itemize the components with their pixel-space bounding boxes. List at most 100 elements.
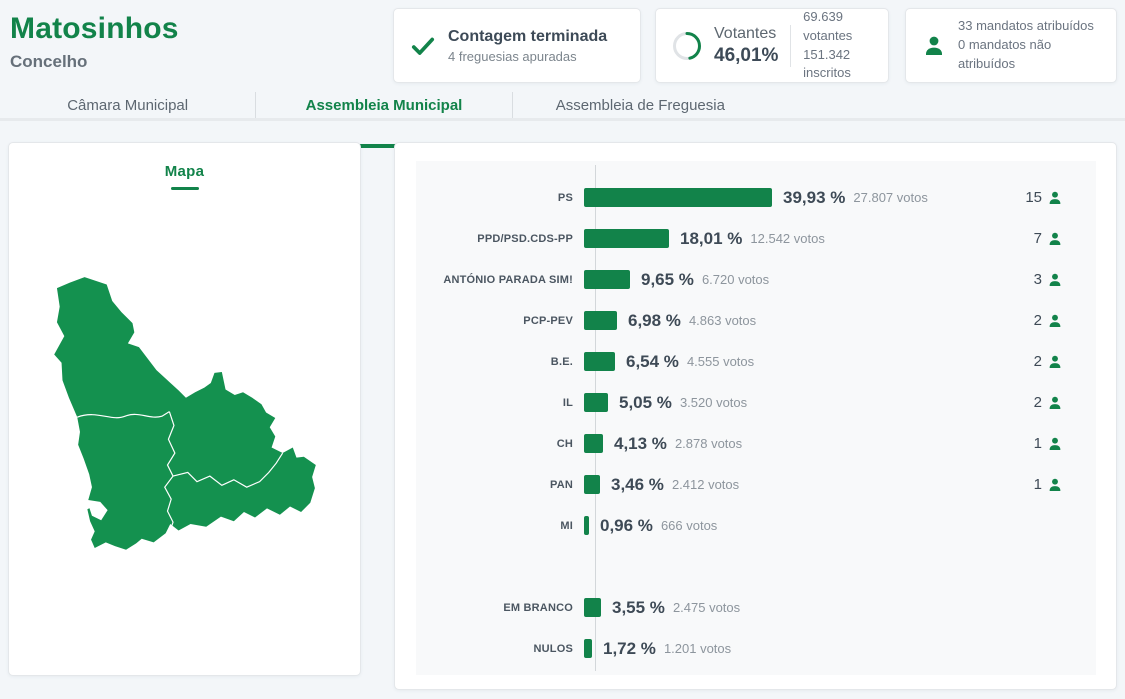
tab-camara-municipal[interactable]: Câmara Municipal <box>67 97 189 114</box>
party-label: IL <box>562 396 573 409</box>
turnout-label: Votantes <box>714 24 777 42</box>
mandates-count: 3 <box>1034 271 1063 288</box>
person-icon <box>922 34 946 58</box>
chart-row: IL 5,05 % 3.520 votos 2 <box>416 382 1096 423</box>
percent-value: 6,54 % <box>626 351 679 371</box>
turnout-ring-icon <box>672 31 702 61</box>
party-label: NULOS <box>533 642 573 655</box>
result-bar[interactable] <box>584 475 600 494</box>
chart-rows: PS 39,93 % 27.807 votos 15 PPD/PSD.CDS-PP 18,… <box>416 177 1096 669</box>
person-icon <box>1047 436 1063 452</box>
votes-value: 4.555 votos <box>686 354 755 369</box>
percent-value: 6,98 % <box>628 310 681 330</box>
map-shape <box>53 277 316 550</box>
municipality-map[interactable] <box>9 242 360 577</box>
person-icon <box>1047 190 1063 206</box>
turnout-percent: 46,01% <box>714 44 779 66</box>
mandates-number: 1 <box>1033 476 1042 493</box>
result-bar[interactable] <box>584 393 608 412</box>
mandates-not-attributed: 0 mandatos não atribuídos <box>958 37 1052 71</box>
result-bar[interactable] <box>584 352 615 371</box>
map-panel: Mapa <box>8 142 361 676</box>
chart-row: EM BRANCO 3,55 % 2.475 votos <box>416 587 1096 628</box>
party-label: CH <box>556 437 573 450</box>
chart-row: PPD/PSD.CDS-PP 18,01 % 12.542 votos 7 <box>416 218 1096 259</box>
votes-value: 12.542 votos <box>750 231 825 246</box>
percent-value: 1,72 % <box>603 638 656 658</box>
mandates-count: 2 <box>1034 394 1063 411</box>
turnout-card: Votantes 46,01% 69.639 votantes 151.342 … <box>655 8 889 83</box>
mandates-count: 1 <box>1034 476 1063 493</box>
percent-value: 5,05 % <box>619 392 672 412</box>
mandates-count: 2 <box>1034 312 1063 329</box>
mandates-attributed: 33 mandatos atribuídos <box>958 18 1094 34</box>
votes-value: 1.201 votos <box>663 641 732 656</box>
chart-axis-line <box>595 165 596 671</box>
mandates-number: 3 <box>1033 271 1042 288</box>
votes-value: 2.878 votos <box>674 436 743 451</box>
votes-value: 6.720 votos <box>701 272 770 287</box>
chart-row: PCP-PEV 6,98 % 4.863 votos 2 <box>416 300 1096 341</box>
counting-status-title: Contagem terminada <box>448 27 608 45</box>
party-label: PPD/PSD.CDS-PP <box>477 232 573 245</box>
mandates-number: 2 <box>1033 353 1042 370</box>
page-header: Matosinhos Concelho <box>10 12 179 72</box>
results-panel: PS 39,93 % 27.807 votos 15 PPD/PSD.CDS-PP 18,… <box>394 142 1117 690</box>
tab-underline-track <box>0 118 1125 121</box>
results-bar-chart: PS 39,93 % 27.807 votos 15 PPD/PSD.CDS-PP 18,… <box>416 161 1096 675</box>
chart-row-spacer <box>416 546 1096 587</box>
votes-value: 2.412 votos <box>671 477 740 492</box>
chart-row: CH 4,13 % 2.878 votos 1 <box>416 423 1096 464</box>
divider <box>790 24 792 67</box>
percent-value: 9,65 % <box>641 269 694 289</box>
chart-row: B.E. 6,54 % 4.555 votos 2 <box>416 341 1096 382</box>
percent-value: 39,93 % <box>783 187 846 207</box>
votes-value: 4.863 votos <box>688 313 757 328</box>
percent-value: 3,46 % <box>611 474 664 494</box>
mandates-number: 2 <box>1033 394 1042 411</box>
result-bar[interactable] <box>584 516 589 535</box>
result-bar[interactable] <box>584 188 772 207</box>
map-title-underline <box>170 187 199 190</box>
result-bar[interactable] <box>584 229 669 248</box>
votes-value: 666 votos <box>660 518 718 533</box>
person-icon <box>1047 272 1063 288</box>
person-icon <box>1047 313 1063 329</box>
percent-value: 18,01 % <box>680 228 743 248</box>
turnout-registered: 151.342 inscritos <box>803 46 851 81</box>
party-label: EM BRANCO <box>503 601 573 614</box>
mandates-count: 15 <box>1025 189 1063 206</box>
person-icon <box>1047 354 1063 370</box>
result-bar[interactable] <box>584 434 603 453</box>
counting-status-subtitle: 4 freguesias apuradas <box>448 48 577 64</box>
votes-value: 3.520 votos <box>679 395 748 410</box>
votes-value: 2.475 votos <box>672 600 741 615</box>
mandates-number: 7 <box>1033 230 1042 247</box>
party-label: PCP-PEV <box>523 314 573 327</box>
page-title: Matosinhos <box>10 12 179 45</box>
party-label: B.E. <box>550 355 573 368</box>
chart-row: PS 39,93 % 27.807 votos 15 <box>416 177 1096 218</box>
mandates-count: 7 <box>1034 230 1063 247</box>
party-label: ANTÓNIO PARADA SIM! <box>443 273 573 286</box>
mandates-count: 1 <box>1034 435 1063 452</box>
person-icon <box>1047 395 1063 411</box>
result-bar[interactable] <box>584 311 617 330</box>
turnout-voters: 69.639 votantes <box>803 8 853 43</box>
mandates-number: 15 <box>1025 189 1042 206</box>
result-bar[interactable] <box>584 639 592 658</box>
mandates-number: 1 <box>1033 435 1042 452</box>
chart-row: MI 0,96 % 666 votos <box>416 505 1096 546</box>
counting-status-card: Contagem terminada 4 freguesias apuradas <box>393 8 641 83</box>
percent-value: 4,13 % <box>614 433 667 453</box>
mandates-number: 2 <box>1033 312 1042 329</box>
mandates-count: 2 <box>1034 353 1063 370</box>
party-label: MI <box>560 519 573 532</box>
map-panel-title: Mapa <box>164 163 205 180</box>
result-bar[interactable] <box>584 270 630 289</box>
tab-assembleia-municipal[interactable]: Assembleia Municipal <box>255 92 511 148</box>
tab-assembleia-de-freguesia[interactable]: Assembleia de Freguesia <box>511 92 768 120</box>
page-subtitle: Concelho <box>10 52 88 71</box>
result-bar[interactable] <box>584 598 601 617</box>
votes-value: 27.807 votos <box>853 190 928 205</box>
